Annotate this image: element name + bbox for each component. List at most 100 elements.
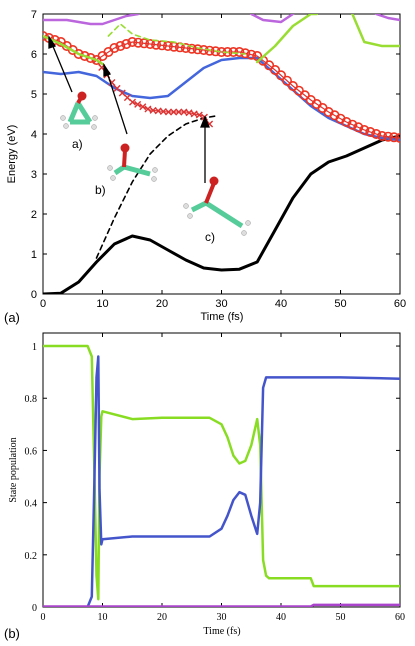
- panel-a-series-line: [43, 14, 140, 26]
- panel-a-series-marker: [145, 38, 156, 49]
- panel-a-series-marker: [180, 42, 191, 53]
- panel-a-series-marker: [371, 129, 382, 140]
- panel-a-ytick-label: 7: [31, 9, 37, 21]
- panel-a-ytick-label: 2: [31, 209, 37, 221]
- panel-a-xtick-label: 40: [275, 298, 287, 310]
- panel-a-series-marker: [170, 108, 178, 116]
- panel-b-xtick-label: 20: [157, 612, 167, 623]
- panel-b-xtick-label: 60: [395, 612, 405, 623]
- panel-b-series-line: [43, 344, 400, 601]
- panel-a-series-marker: [144, 105, 152, 113]
- panel-a-series-marker: [190, 110, 198, 118]
- panel-a-xtick-label: 20: [156, 298, 168, 310]
- panel-b-xtick-label: 0: [41, 612, 46, 623]
- panel-a-series-marker: [43, 31, 48, 41]
- panel-a-series-marker: [139, 38, 150, 49]
- panel-a-series-marker: [395, 133, 400, 143]
- panel-a-ylabel: Energy (eV): [6, 125, 18, 184]
- panel-a-ytick-label: 5: [31, 89, 37, 101]
- panel-a-xtick-label: 50: [334, 298, 346, 310]
- panel-a-series-marker: [264, 60, 275, 71]
- panel-a-xlabel: Time (fs): [201, 311, 244, 323]
- panel-a-series-marker: [234, 46, 245, 57]
- panel-a-series-marker: [246, 49, 257, 60]
- panel-b-series-line: [43, 355, 400, 607]
- panel-a-series-line: [43, 34, 104, 66]
- panel-a-ytick-label: 6: [31, 49, 37, 61]
- panel-a-label: (a): [4, 310, 20, 325]
- molecule-a: [60, 91, 98, 130]
- panel-a-series-marker: [204, 45, 215, 56]
- panel-b-ytick-label: 1: [32, 342, 37, 353]
- panel-a-series-marker: [164, 108, 172, 116]
- panel-b-plot-area: [42, 332, 401, 608]
- panel-a-series-line: [43, 134, 400, 294]
- panel-a-series-marker: [341, 117, 352, 128]
- panel-a-series-marker: [121, 38, 132, 49]
- panel-b-ytick-label: 0.6: [25, 446, 38, 457]
- panel-b-series: [43, 344, 400, 607]
- panel-b-ytick-label: 0.4: [25, 499, 38, 510]
- panel-a-series-line: [43, 35, 400, 139]
- panel-a-series-marker: [287, 81, 298, 92]
- panel-a-series-marker: [377, 131, 388, 142]
- panel-a-series-line: [250, 14, 295, 24]
- panel-a-ytick-label: 3: [31, 169, 37, 181]
- panel-a-series-marker: [115, 40, 126, 51]
- panel-a-ticks: 0 10 20 30 40 50 60 0 1 2 3 4 5 6 7: [31, 9, 406, 310]
- panel-a-ytick-label: 0: [31, 289, 37, 301]
- molecule-c: [183, 176, 251, 236]
- panel-a-series-marker: [175, 108, 183, 116]
- annotation-c: c): [205, 230, 215, 244]
- panel-b-ticks: 0 10 20 30 40 50 60 0 0.2 0.4 0.6 0.8 1: [25, 333, 405, 623]
- arrows: [48, 34, 210, 183]
- panel-a-series-line: [351, 14, 400, 48]
- panel-b-xtick-label: 50: [336, 612, 346, 623]
- panel-b-series-line: [43, 603, 400, 607]
- panel-b-ylabel: State population: [8, 437, 19, 502]
- annotation-a: a): [72, 137, 83, 151]
- panel-a-series-marker: [388, 132, 399, 143]
- panel-b-xlabel: Time (fs): [203, 626, 240, 637]
- panel-a-series-marker: [79, 50, 90, 61]
- panel-a-series-marker: [365, 127, 376, 138]
- panel-b-label: (b): [4, 626, 20, 641]
- panel-a-series-marker: [347, 119, 358, 130]
- panel-a-series-line: [107, 23, 247, 55]
- panel-a-series-marker: [73, 48, 84, 59]
- panel-b-xtick-label: 30: [217, 612, 227, 623]
- panel-a-series-marker: [228, 46, 239, 57]
- panel-a-xtick-label: 0: [40, 298, 46, 310]
- panel-a-xtick-label: 10: [96, 298, 108, 310]
- panel-a-series-line: [95, 115, 217, 259]
- panel-a-series-marker: [281, 75, 292, 86]
- panel-a-series-marker: [353, 122, 364, 133]
- panel-a-xtick-label: 60: [394, 298, 406, 310]
- annotation-b: b): [95, 183, 106, 197]
- panel-b-xtick-label: 10: [98, 612, 108, 623]
- panel-a-series-marker: [195, 111, 203, 119]
- panel-a-series-marker: [133, 37, 144, 48]
- panel-a-ytick-label: 1: [31, 249, 37, 261]
- panel-a-series-marker: [134, 100, 142, 108]
- panel-a-series-marker: [127, 36, 138, 47]
- panel-a-series-line: [255, 14, 318, 64]
- panel-a-series-marker: [359, 125, 370, 136]
- panel-b-ytick-label: 0.2: [25, 551, 38, 562]
- panel-a-xtick-label: 30: [215, 298, 227, 310]
- panel-a-series-marker: [109, 42, 120, 53]
- panel-b-xtick-label: 40: [276, 612, 286, 623]
- panel-a-series-marker: [275, 70, 286, 81]
- panel-b-ytick-label: 0.8: [25, 394, 38, 405]
- panel-a-series-marker: [129, 98, 137, 106]
- panel-a-series-marker: [186, 43, 197, 54]
- panel-a-series-marker: [162, 40, 173, 51]
- panel-a-series-marker: [383, 131, 394, 142]
- panel-a-series-marker: [185, 109, 193, 117]
- panel-a-ytick-label: 4: [31, 129, 37, 141]
- panel-b-ytick-label: 0: [32, 603, 37, 614]
- panel-a-series-marker: [299, 90, 310, 101]
- panel-a-series-marker: [139, 103, 147, 111]
- molecule-b: [107, 143, 158, 182]
